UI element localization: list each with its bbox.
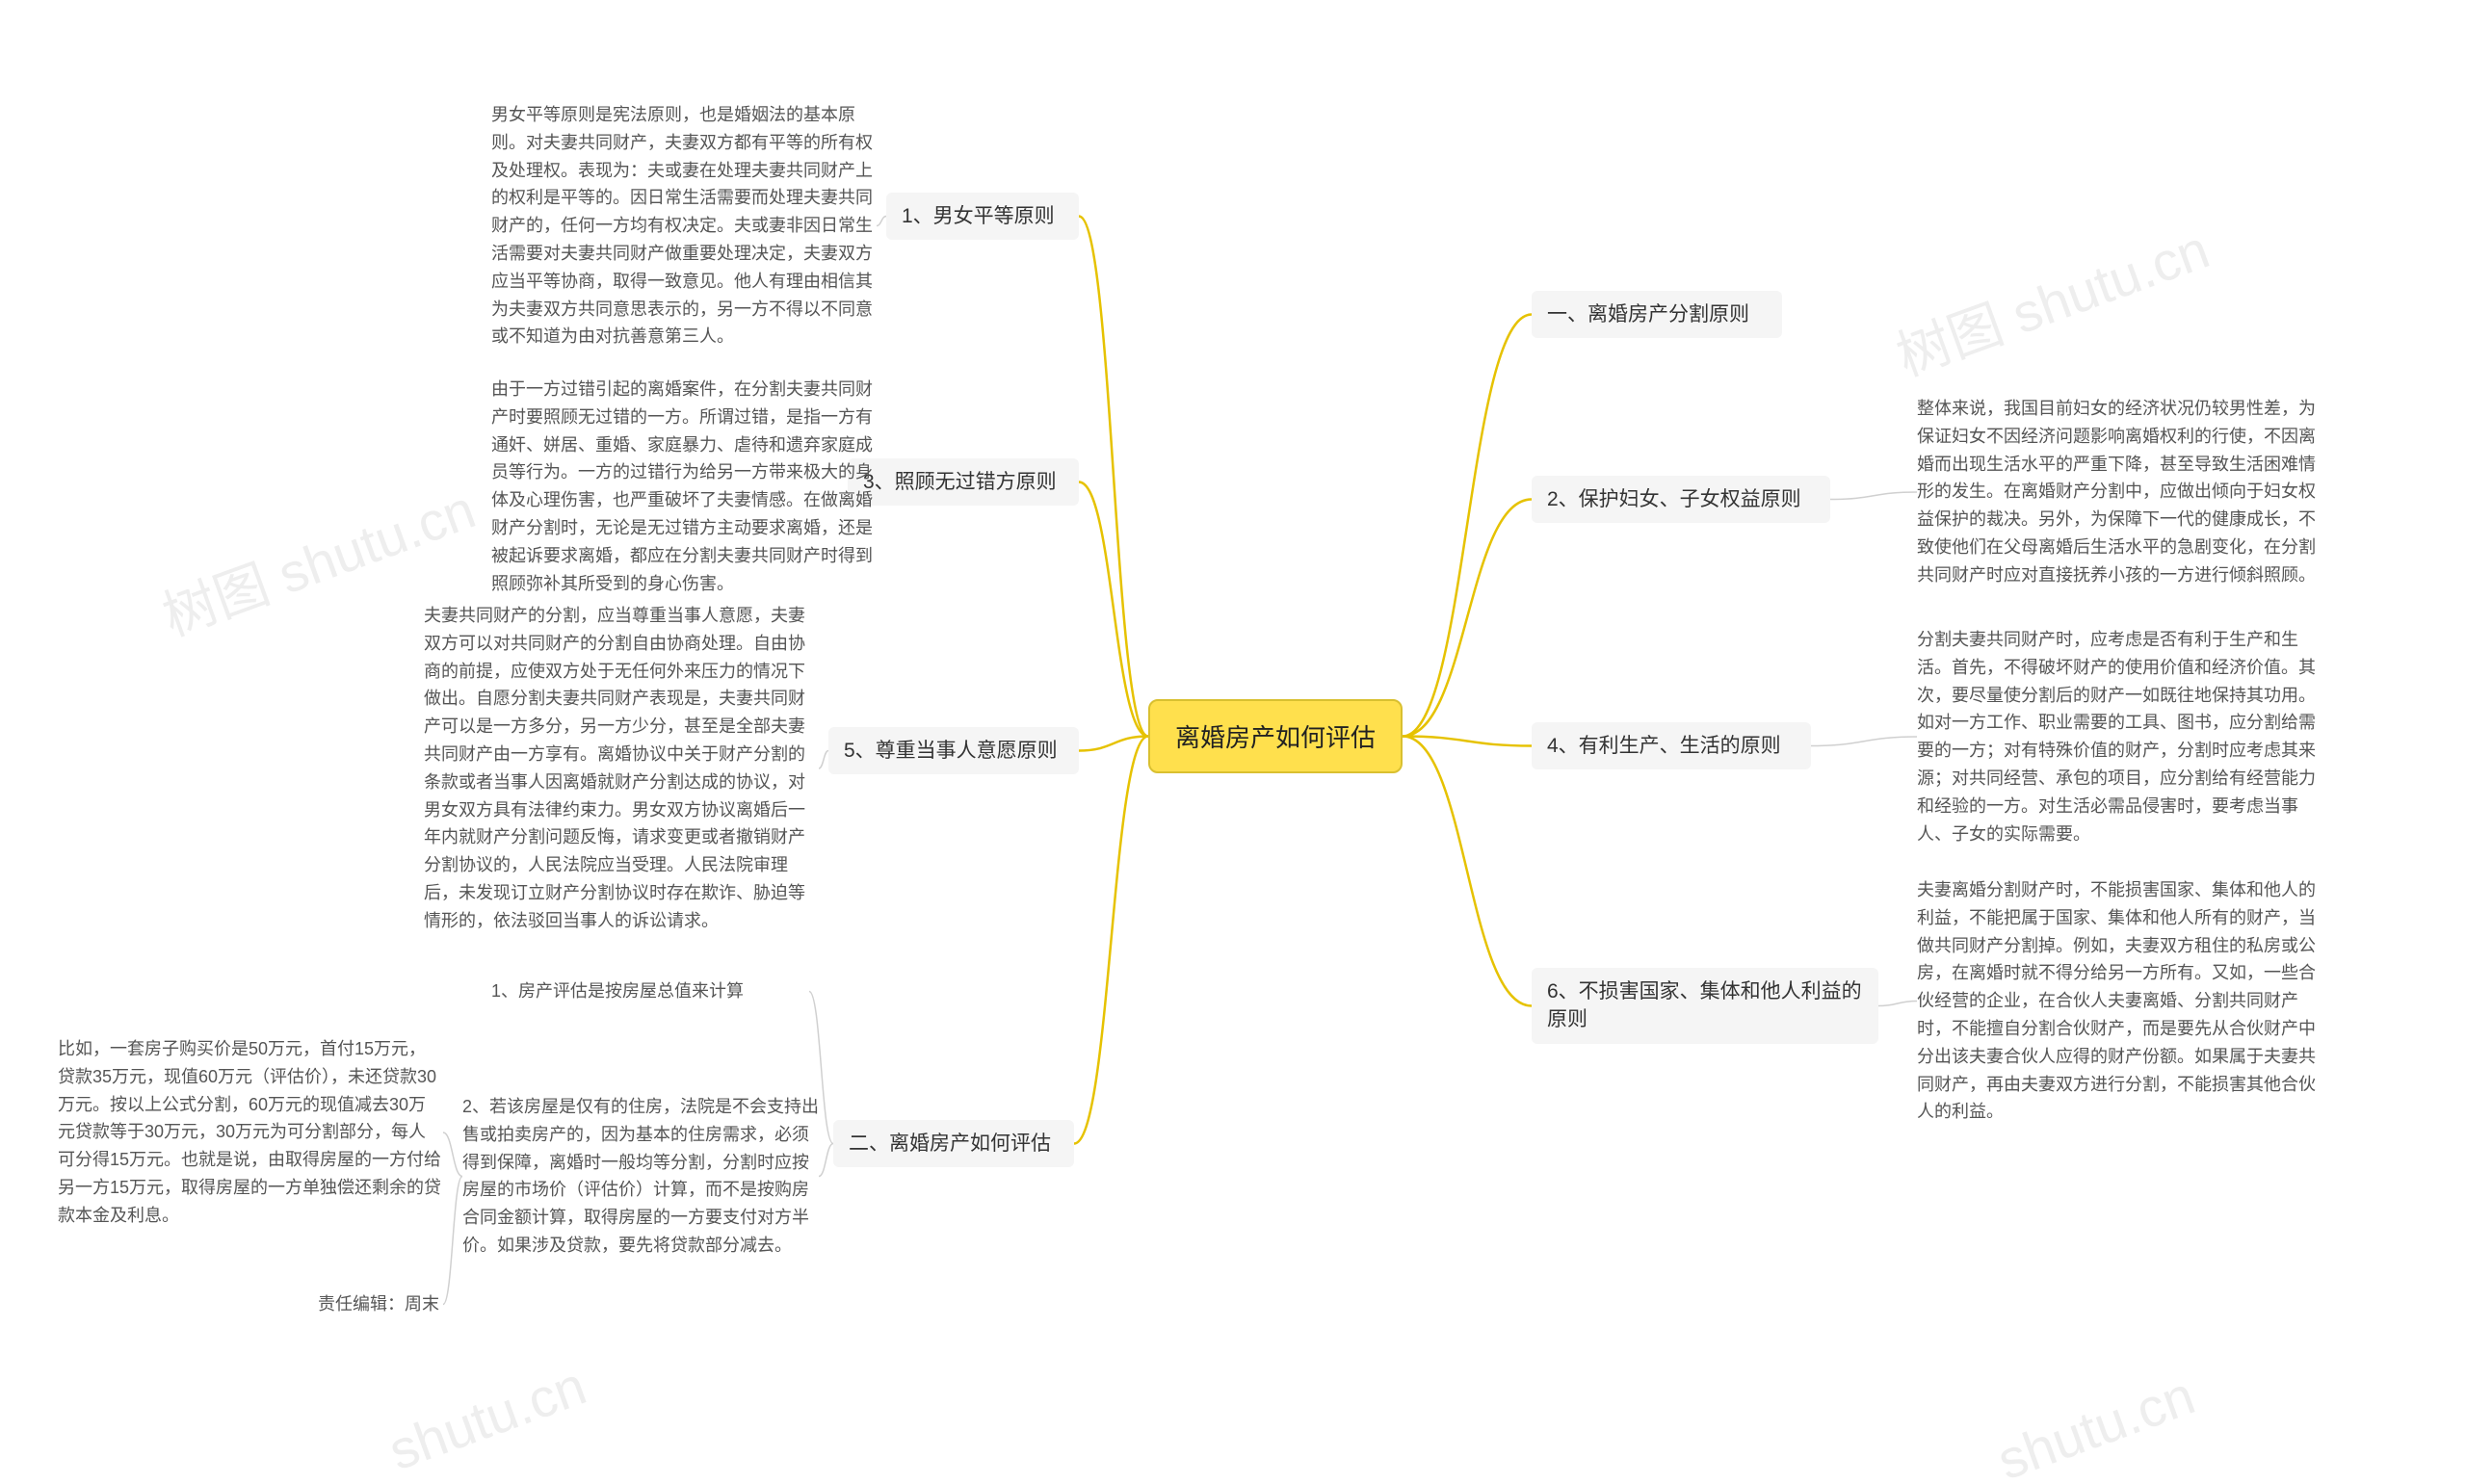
watermark-3: shutu.cn [380, 1354, 593, 1482]
branch-right-1: 2、保护妇女、子女权益原则 [1532, 476, 1830, 523]
root-node: 离婚房产如何评估 [1148, 699, 1403, 773]
leaf-right-2-0: 分割夫妻共同财产时，应考虑是否有利于生产和生活。首先，不得破坏财产的使用价值和经… [1917, 626, 2322, 847]
mindmap-canvas: 树图 shutu.cn 树图 shutu.cn shutu.cn shutu.c… [0, 0, 2466, 1484]
mid-left-3-0: 1、房产评估是按房屋总值来计算 [491, 977, 809, 1005]
branch-right-3: 6、不损害国家、集体和他人利益的原则 [1532, 968, 1878, 1044]
mid-left-3-1: 2、若该房屋是仅有的住房，法院是不会支持出售或拍卖房产的，因为基本的住房需求，必… [462, 1093, 819, 1260]
branch-right-2: 4、有利生产、生活的原则 [1532, 722, 1811, 769]
watermark-4: shutu.cn [1989, 1364, 2202, 1484]
branch-left-3: 二、离婚房产如何评估 [833, 1120, 1074, 1167]
leaf-right-3-0: 夫妻离婚分割财产时，不能损害国家、集体和他人的利益，不能把属于国家、集体和他人所… [1917, 876, 2322, 1126]
watermark-2: 树图 shutu.cn [1884, 206, 2218, 391]
leaf-left-3-1-1: 责任编辑：周末 [318, 1290, 443, 1318]
leaf-right-1-0: 整体来说，我国目前妇女的经济状况仍较男性差，为保证妇女不因经济问题影响离婚权利的… [1917, 395, 2322, 589]
branch-left-1: 3、照顾无过错方原则 [848, 458, 1079, 506]
branch-left-0: 1、男女平等原则 [886, 193, 1079, 240]
branch-right-0: 一、离婚房产分割原则 [1532, 291, 1782, 338]
branch-left-2: 5、尊重当事人意愿原则 [828, 727, 1079, 774]
leaf-left-3-1-0: 比如，一套房子购买价是50万元，首付15万元，贷款35万元，现值60万元（评估价… [58, 1035, 443, 1230]
leaf-left-0-0: 男女平等原则是宪法原则，也是婚姻法的基本原则。对夫妻共同财产，夫妻双方都有平等的… [491, 101, 877, 351]
leaf-left-1-0: 由于一方过错引起的离婚案件，在分割夫妻共同财产时要照顾无过错的一方。所谓过错，是… [491, 376, 877, 597]
leaf-left-2-0: 夫妻共同财产的分割，应当尊重当事人意愿，夫妻双方可以对共同财产的分割自由协商处理… [424, 602, 819, 935]
